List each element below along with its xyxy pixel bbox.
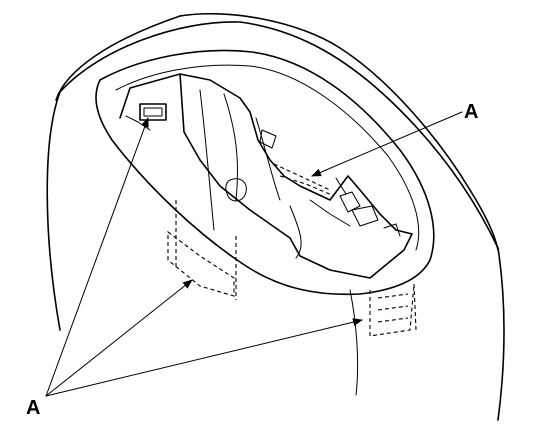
callout-label-upper: A — [464, 101, 478, 123]
hidden-clips — [167, 163, 417, 337]
leader-arrow-left — [45, 117, 149, 397]
leader-arrow-middle — [45, 279, 193, 397]
tray-structure — [119, 73, 413, 279]
callout-label-lower: A — [26, 397, 40, 419]
leader-arrow-right — [45, 318, 363, 397]
leader-arrow-upper — [311, 111, 463, 177]
leader-arrows — [45, 111, 463, 397]
console-shell — [46, 12, 505, 421]
pocket-rim — [95, 49, 435, 296]
